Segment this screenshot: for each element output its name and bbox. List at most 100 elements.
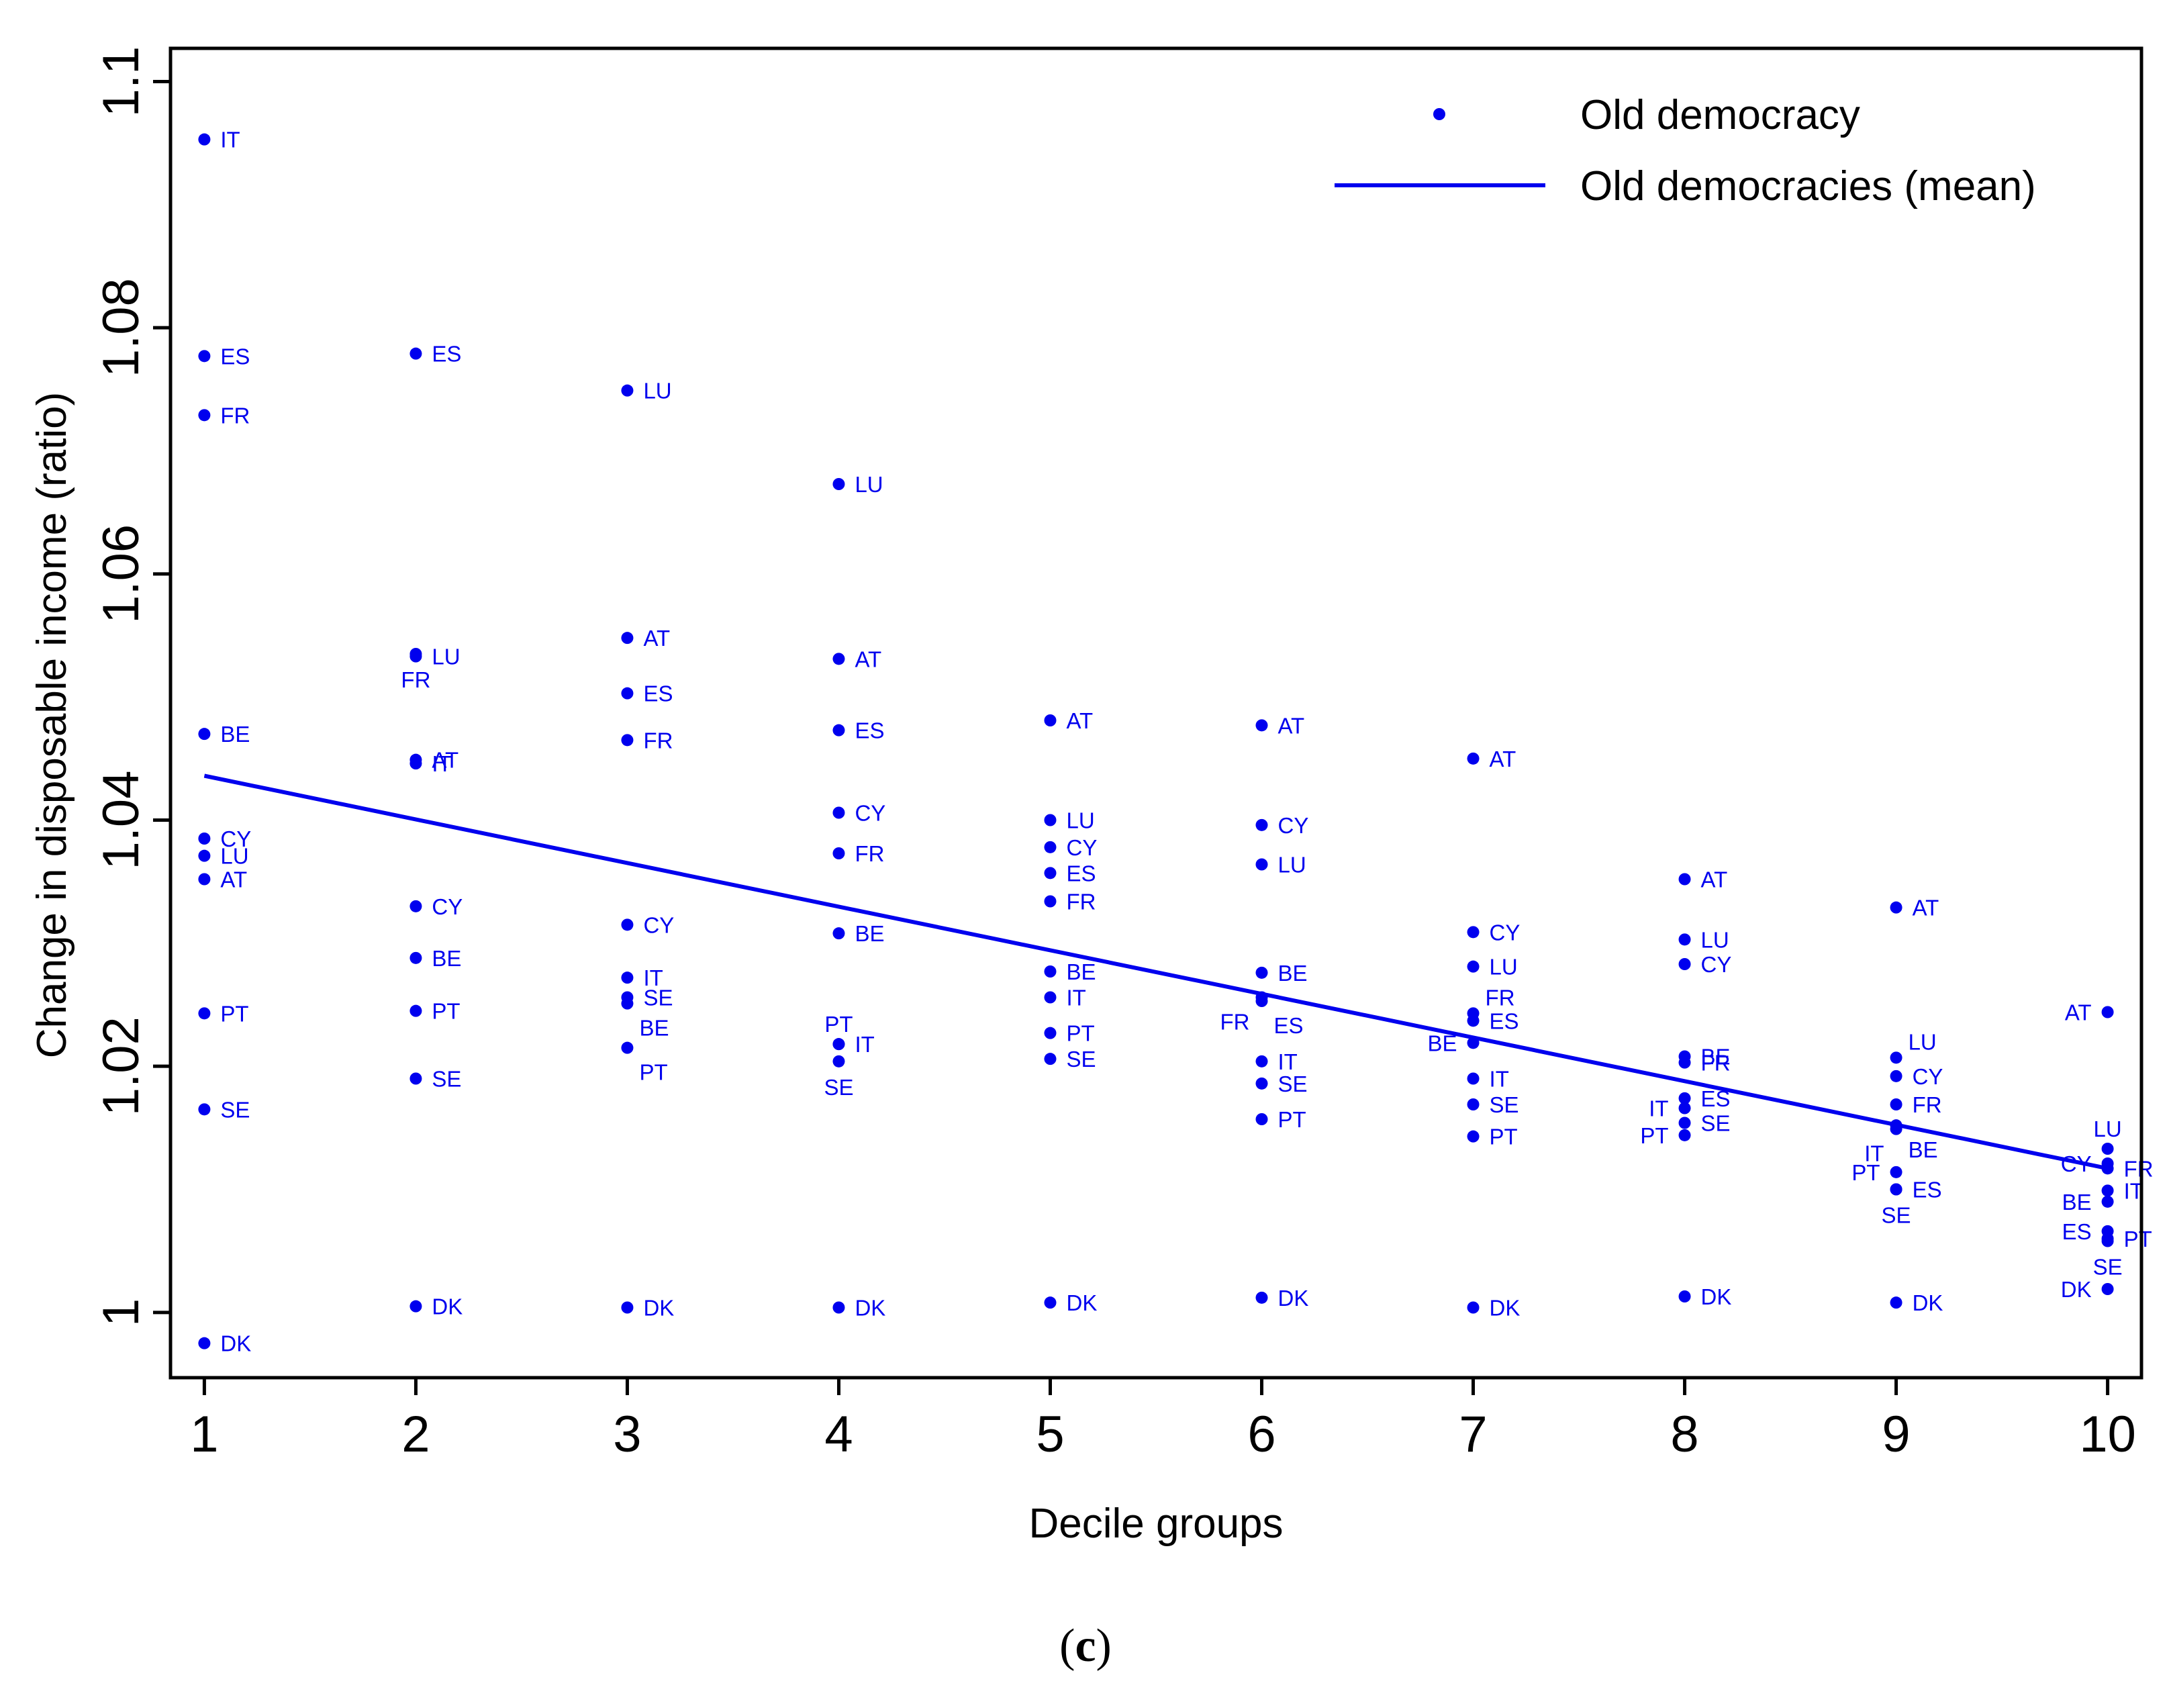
panel-caption: (c) bbox=[0, 1619, 2171, 1673]
point-d8-pt bbox=[1678, 1129, 1691, 1141]
y-axis-title: Change in disposable income (ratio) bbox=[29, 392, 75, 1059]
point-label-d7-es: ES bbox=[1490, 1008, 1519, 1033]
point-d7-se bbox=[1467, 1098, 1480, 1110]
caption-letter: c bbox=[1075, 1620, 1096, 1672]
point-d6-be bbox=[1255, 966, 1268, 979]
point-label-d6-dk: DK bbox=[1278, 1286, 1309, 1311]
point-label-d5-cy: CY bbox=[1066, 835, 1097, 860]
point-d10-dk bbox=[2101, 1283, 2114, 1295]
point-d3-fr bbox=[621, 734, 634, 747]
point-d1-dk bbox=[198, 1337, 211, 1349]
point-label-d10-dk: DK bbox=[2061, 1277, 2092, 1302]
point-label-d5-es: ES bbox=[1066, 861, 1096, 886]
x-tick-label-5: 5 bbox=[1036, 1406, 1064, 1463]
point-label-d8-es: ES bbox=[1701, 1086, 1731, 1111]
point-d2-es bbox=[409, 347, 422, 360]
point-label-d1-at: AT bbox=[220, 867, 247, 892]
point-d6-at bbox=[1255, 719, 1268, 732]
point-label-d5-be: BE bbox=[1066, 959, 1096, 984]
x-tick-label-7: 7 bbox=[1459, 1406, 1487, 1463]
x-axis: 1 2 3 4 5 6 7 8 9 10 bbox=[190, 1378, 2136, 1463]
point-label-d2-se: SE bbox=[432, 1067, 461, 1092]
point-d5-lu bbox=[1044, 814, 1057, 826]
point-d5-pt bbox=[1044, 1027, 1057, 1039]
point-label-d6-it: IT bbox=[1278, 1049, 1298, 1074]
point-label-d7-lu: LU bbox=[1490, 955, 1518, 980]
point-label-d6-be: BE bbox=[1278, 961, 1308, 986]
point-label-d4-be: BE bbox=[855, 921, 884, 946]
point-label-d7-cy: CY bbox=[1490, 920, 1521, 945]
point-label-d4-dk: DK bbox=[855, 1296, 885, 1321]
legend-label-line: Old democracies (mean) bbox=[1580, 163, 2036, 209]
point-label-d4-fr: FR bbox=[855, 841, 884, 866]
x-tick-label-9: 9 bbox=[1882, 1406, 1910, 1463]
point-d2-cy bbox=[409, 900, 422, 912]
point-d5-it bbox=[1044, 991, 1057, 1004]
point-label-d5-dk: DK bbox=[1066, 1290, 1097, 1315]
point-label-d1-se: SE bbox=[220, 1097, 250, 1122]
point-d6-it bbox=[1255, 1055, 1268, 1068]
point-d4-cy bbox=[832, 806, 845, 819]
point-label-d8-se: SE bbox=[1701, 1111, 1731, 1136]
point-label-d3-lu: LU bbox=[643, 379, 671, 404]
point-d5-cy bbox=[1044, 841, 1057, 853]
point-d3-pt bbox=[621, 1041, 634, 1054]
point-d1-cy bbox=[198, 833, 211, 845]
point-d6-cy bbox=[1255, 818, 1268, 831]
y-tick-label-0: 1 bbox=[93, 1298, 150, 1327]
point-d5-dk bbox=[1044, 1296, 1057, 1309]
point-label-d4-se: SE bbox=[824, 1075, 853, 1100]
x-tick-label-1: 1 bbox=[190, 1406, 218, 1463]
point-d9-pt bbox=[1890, 1166, 1902, 1178]
point-d8-lu bbox=[1678, 933, 1691, 946]
point-label-d3-pt: PT bbox=[639, 1060, 667, 1085]
point-label-d4-cy: CY bbox=[855, 801, 885, 826]
point-d9-se bbox=[1890, 1183, 1902, 1196]
point-d6-dk bbox=[1255, 1291, 1268, 1304]
point-d9-fr bbox=[1890, 1098, 1902, 1110]
point-label-d6-lu: LU bbox=[1278, 853, 1306, 877]
point-label-d10-be: BE bbox=[2062, 1190, 2092, 1215]
point-label-d7-pt: PT bbox=[1490, 1125, 1518, 1149]
point-d10-se bbox=[2101, 1235, 2114, 1247]
x-tick-label-4: 4 bbox=[824, 1406, 853, 1463]
point-label-d9-fr: FR bbox=[1913, 1092, 1942, 1117]
point-label-d1-be: BE bbox=[220, 722, 250, 747]
point-label-d7-fr: FR bbox=[1486, 985, 1515, 1010]
point-d8-dk bbox=[1678, 1290, 1691, 1302]
point-label-d10-pt: PT bbox=[2124, 1227, 2152, 1251]
point-label-d5-at: AT bbox=[1066, 708, 1093, 733]
point-d3-at bbox=[621, 632, 634, 645]
point-d9-at bbox=[1890, 901, 1902, 914]
x-tick-label-6: 6 bbox=[1247, 1406, 1275, 1463]
point-label-d5-lu: LU bbox=[1066, 808, 1094, 833]
point-d7-dk bbox=[1467, 1301, 1480, 1314]
point-label-d3-es: ES bbox=[643, 681, 673, 706]
point-label-d7-be: BE bbox=[1428, 1031, 1457, 1055]
point-label-d1-es: ES bbox=[220, 344, 250, 369]
point-label-d7-dk: DK bbox=[1490, 1296, 1521, 1321]
point-d7-at bbox=[1467, 752, 1480, 765]
point-label-d9-se: SE bbox=[1882, 1203, 1911, 1228]
point-label-d4-lu: LU bbox=[855, 472, 883, 497]
point-d2-dk bbox=[409, 1300, 422, 1313]
point-d3-es bbox=[621, 687, 634, 700]
point-label-d5-se: SE bbox=[1066, 1047, 1096, 1072]
y-tick-label-5: 1.1 bbox=[93, 46, 150, 117]
point-label-d3-it: IT bbox=[643, 965, 663, 990]
point-d2-pt bbox=[409, 1004, 422, 1017]
point-label-d2-pt: PT bbox=[432, 999, 460, 1024]
point-label-d3-at: AT bbox=[643, 626, 670, 651]
point-d7-it bbox=[1467, 1072, 1480, 1085]
point-d8-cy bbox=[1678, 958, 1691, 970]
point-label-d4-it: IT bbox=[855, 1032, 874, 1057]
point-label-d1-dk: DK bbox=[220, 1331, 251, 1356]
point-label-d2-it: IT bbox=[432, 751, 451, 776]
point-d5-fr bbox=[1044, 895, 1057, 908]
point-d10-it bbox=[2101, 1184, 2114, 1197]
point-label-d9-lu: LU bbox=[1909, 1029, 1937, 1054]
point-d8-at bbox=[1678, 873, 1691, 886]
y-tick-label-2: 1.04 bbox=[93, 771, 150, 870]
point-label-d7-it: IT bbox=[1490, 1067, 1509, 1092]
